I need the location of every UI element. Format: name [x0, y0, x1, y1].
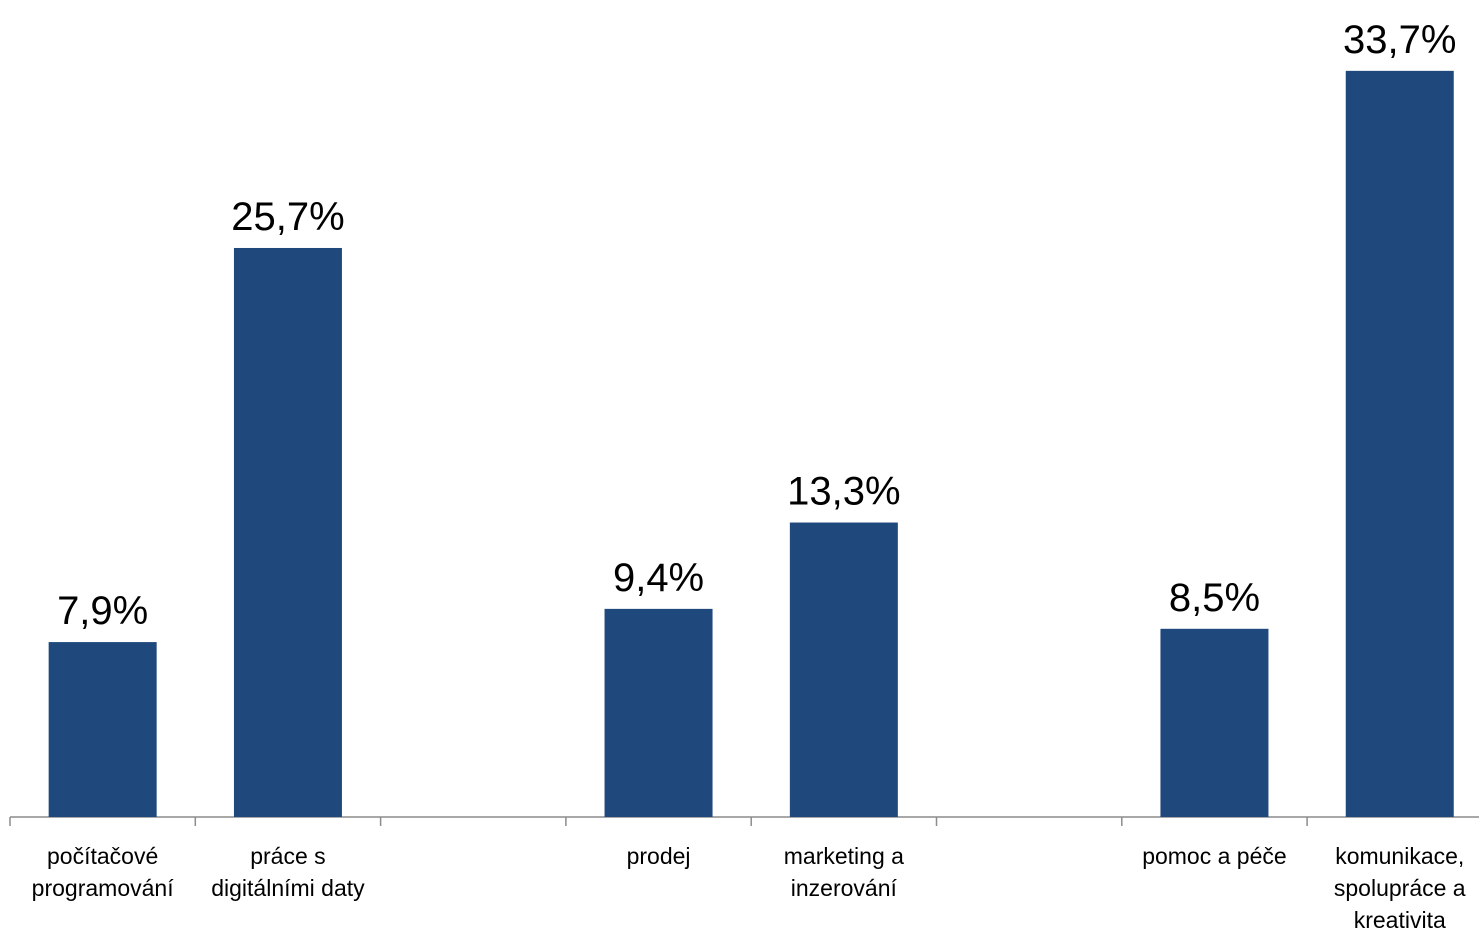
- bar: [48, 642, 157, 817]
- x-tick-label: prodej: [626, 843, 691, 869]
- bar: [604, 608, 713, 817]
- x-tick-label: komunikace, spolupráce a kreativita: [1333, 843, 1466, 933]
- x-tick-label: počítačové programování: [31, 843, 174, 901]
- value-label: 25,7%: [231, 195, 344, 239]
- bar: [233, 247, 342, 817]
- bar: [1160, 628, 1269, 817]
- value-label: 33,7%: [1343, 18, 1456, 62]
- x-tick-label: marketing a inzerování: [783, 843, 904, 901]
- value-label: 7,9%: [57, 589, 148, 633]
- value-label: 9,4%: [613, 556, 704, 600]
- x-tick-label: pomoc a péče: [1142, 843, 1287, 869]
- value-label: 8,5%: [1169, 576, 1260, 620]
- x-tick-label: práce s digitálními daty: [211, 843, 365, 901]
- bar: [789, 522, 898, 817]
- bar: [1345, 70, 1454, 817]
- value-label: 13,3%: [787, 470, 900, 514]
